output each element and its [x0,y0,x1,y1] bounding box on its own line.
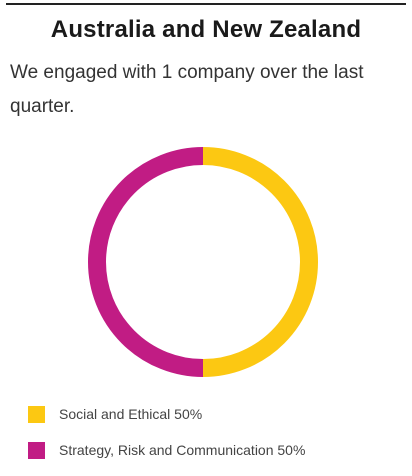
legend-label-strategy-risk: Strategy, Risk and Communication 50% [59,442,306,458]
legend-item-social-ethical: Social and Ethical 50% [28,404,305,424]
donut-slice-social-and-ethical [202,147,318,377]
legend-label-social-ethical: Social and Ethical 50% [59,406,203,422]
donut-slice-strategy-risk-and-communication [88,147,204,377]
donut-chart [86,145,320,379]
region-title: Australia and New Zealand [50,16,362,43]
top-divider [6,3,406,5]
legend-swatch-social-ethical [28,405,45,423]
chart-legend: Social and Ethical 50% Strategy, Risk an… [28,404,305,476]
engagement-summary: We engaged with 1 company over the last … [10,62,364,117]
donut-chart-svg [88,147,318,377]
legend-item-strategy-risk: Strategy, Risk and Communication 50% [28,440,305,460]
legend-swatch-strategy-risk [28,441,45,459]
